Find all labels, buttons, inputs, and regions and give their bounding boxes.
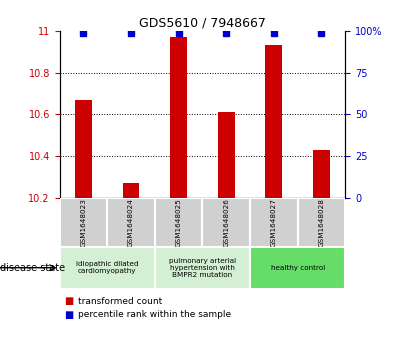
Bar: [298, 198, 345, 247]
Bar: [250, 247, 345, 289]
Bar: [218, 112, 235, 198]
Bar: [266, 45, 282, 198]
Text: pulmonary arterial
hypertension with
BMPR2 mutation: pulmonary arterial hypertension with BMP…: [169, 258, 236, 278]
Text: GSM1648026: GSM1648026: [223, 198, 229, 247]
Text: GSM1648025: GSM1648025: [175, 198, 182, 247]
Text: idiopathic dilated
cardiomyopathy: idiopathic dilated cardiomyopathy: [76, 261, 139, 274]
Text: ■: ■: [64, 296, 73, 306]
Text: GSM1648024: GSM1648024: [128, 198, 134, 247]
Bar: [107, 198, 155, 247]
Bar: [122, 183, 139, 198]
Text: healthy control: healthy control: [270, 265, 325, 271]
Bar: [60, 247, 155, 289]
Text: GSM1648028: GSM1648028: [319, 198, 324, 247]
Text: percentile rank within the sample: percentile rank within the sample: [78, 310, 231, 319]
Bar: [202, 198, 250, 247]
Bar: [75, 100, 92, 198]
Bar: [155, 247, 250, 289]
Bar: [313, 150, 330, 198]
Text: disease state: disease state: [0, 263, 65, 273]
Bar: [170, 37, 187, 198]
Title: GDS5610 / 7948667: GDS5610 / 7948667: [139, 17, 266, 30]
Text: GSM1648023: GSM1648023: [81, 198, 86, 247]
Text: ■: ■: [64, 310, 73, 320]
Bar: [60, 198, 107, 247]
Text: transformed count: transformed count: [78, 297, 162, 306]
Bar: [155, 198, 202, 247]
Bar: [250, 198, 298, 247]
Text: GSM1648027: GSM1648027: [271, 198, 277, 247]
